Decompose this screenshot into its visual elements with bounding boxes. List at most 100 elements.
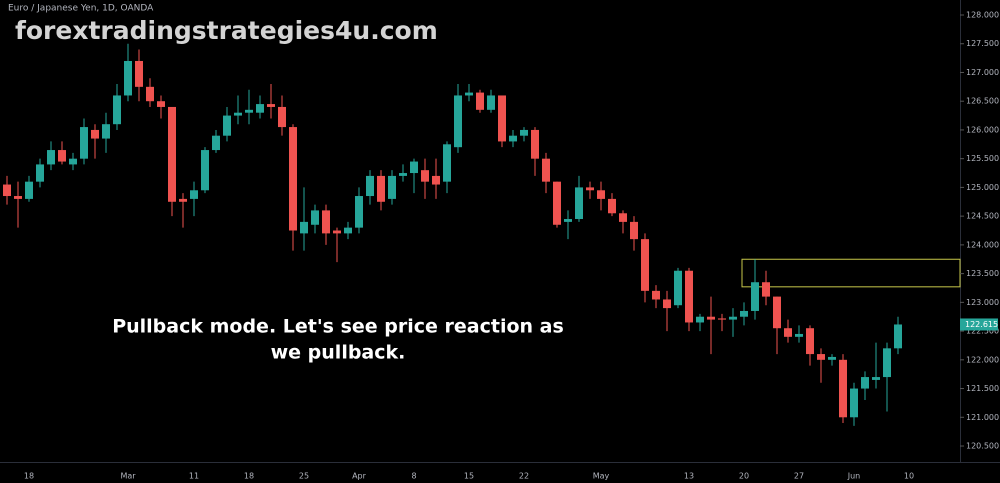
candle-body [509, 135, 517, 142]
candle-body [157, 101, 165, 107]
candle-body [817, 354, 825, 360]
candle-body [465, 92, 473, 96]
candle-body [47, 150, 55, 165]
y-tick-label: 127.000 [966, 68, 999, 77]
candle-body [91, 129, 99, 139]
x-tick-label: Jun [847, 472, 861, 481]
x-tick-label: Mar [120, 472, 136, 481]
candle-body [212, 135, 220, 151]
candle-body [619, 213, 627, 222]
candle-body [773, 296, 781, 329]
x-tick-label: 8 [411, 472, 416, 481]
candle-body [729, 316, 737, 320]
candle-body [69, 158, 77, 165]
x-tick-label: 18 [244, 472, 254, 481]
candle-body [443, 144, 451, 182]
y-tick-label: 122.500 [966, 327, 999, 336]
y-tick-label: 124.000 [966, 240, 999, 249]
x-tick-label: 15 [464, 472, 474, 481]
x-tick-label: 25 [299, 472, 309, 481]
candle-body [575, 187, 583, 220]
candle-body [586, 187, 594, 191]
y-tick-label: 123.000 [966, 298, 999, 307]
x-tick-label: 18 [24, 472, 34, 481]
candle-body [223, 115, 231, 136]
candle-body [795, 333, 803, 337]
candle-body [520, 129, 528, 136]
candle-body [641, 239, 649, 291]
y-tick-label: 126.500 [966, 97, 999, 106]
candle-body [740, 310, 748, 317]
candle-body [421, 170, 429, 182]
y-tick-label: 120.500 [966, 442, 999, 451]
candle-body [344, 227, 352, 234]
candle-body [762, 282, 770, 297]
y-tick-label: 127.500 [966, 39, 999, 48]
candle-body [597, 190, 605, 199]
candle-body [685, 270, 693, 323]
candle-body [3, 184, 11, 197]
candle-body [828, 356, 836, 360]
y-tick-label: 125.500 [966, 154, 999, 163]
y-tick-label: 125.000 [966, 183, 999, 192]
candle-body [388, 175, 396, 199]
y-tick-label: 121.500 [966, 384, 999, 393]
x-tick-label: 11 [189, 472, 199, 481]
candle-body [410, 161, 418, 174]
candle-body [784, 328, 792, 337]
y-tick-label: 122.000 [966, 355, 999, 364]
candle-body [608, 198, 616, 214]
candle-body [300, 221, 308, 234]
candle-body [718, 318, 726, 320]
candle-body [289, 127, 297, 231]
x-tick-label: 27 [794, 472, 804, 481]
candle-body [267, 104, 275, 107]
watermark: forextradingstrategies4u.com [15, 16, 438, 45]
x-tick-label: 22 [519, 472, 529, 481]
candle-body [806, 328, 814, 355]
candle-body [476, 92, 484, 110]
x-tick-label: May [593, 472, 610, 481]
candle-body [58, 150, 66, 162]
candle-body [146, 86, 154, 102]
candle-body [113, 95, 121, 125]
candle-body [839, 359, 847, 418]
y-tick-label: 128.000 [966, 10, 999, 19]
candle-body [707, 316, 715, 320]
candle-body [124, 60, 132, 96]
candle-body [542, 158, 550, 182]
candle-body [14, 196, 22, 199]
candle-body [399, 173, 407, 176]
x-tick-label: 20 [739, 472, 749, 481]
candle-body [25, 181, 33, 199]
candle-body [564, 219, 572, 222]
candle-body [135, 60, 143, 87]
candle-body [256, 104, 264, 113]
last-price-tag [960, 318, 998, 331]
annotation: we pullback. [271, 342, 406, 364]
candle-body [36, 164, 44, 182]
y-tick-label: 126.000 [966, 125, 999, 134]
candle-body [454, 95, 462, 148]
candle-body [311, 210, 319, 225]
candle-body [234, 112, 242, 116]
plot [3, 43, 961, 426]
candle-body [168, 106, 176, 202]
candle-body [751, 282, 759, 311]
candle-body [674, 270, 682, 306]
x-tick-label: 13 [684, 472, 694, 481]
y-tick-label: 124.500 [966, 212, 999, 221]
candle-body [883, 348, 891, 378]
candle-body [322, 210, 330, 234]
candle-body [850, 388, 858, 418]
candle-body [201, 150, 209, 191]
candle-body [102, 124, 110, 139]
candle-body [377, 175, 385, 202]
candle-body [278, 106, 286, 128]
y-tick-label: 121.000 [966, 413, 999, 422]
y-tick-label: 123.500 [966, 269, 999, 278]
candle-body [245, 109, 253, 113]
candle-body [553, 181, 561, 225]
candle-body [80, 127, 88, 159]
